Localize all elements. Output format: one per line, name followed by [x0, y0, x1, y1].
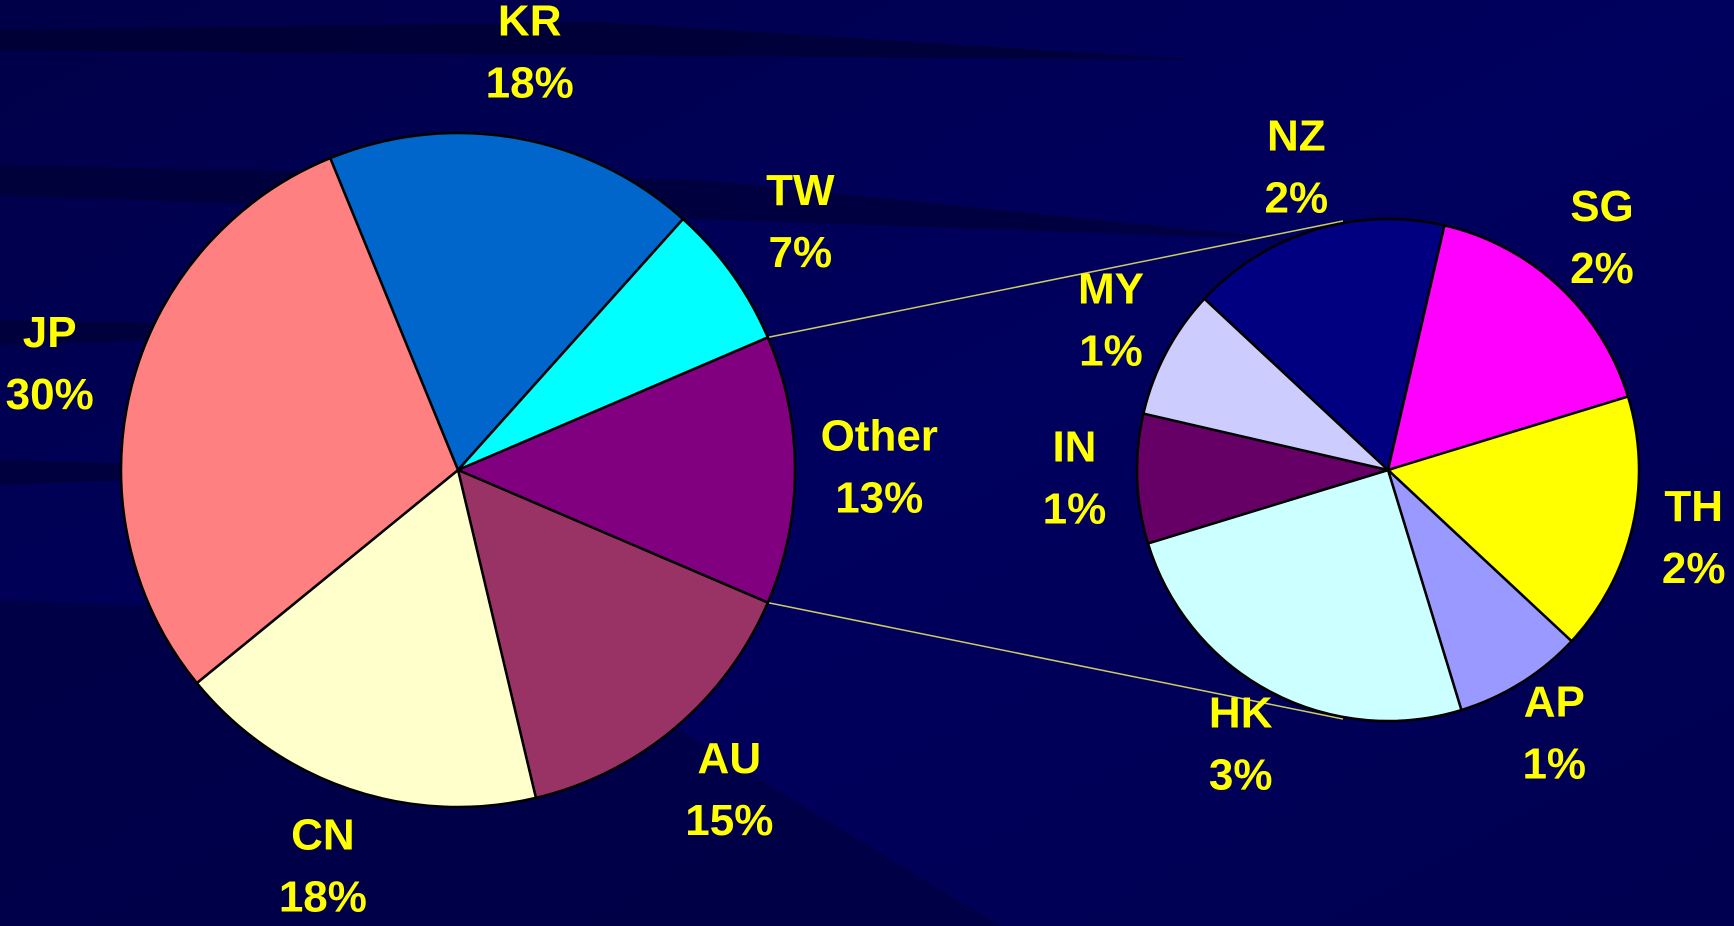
- pie-slice: [119, 156, 460, 685]
- slice-category-label: TW: [766, 166, 835, 215]
- slice-value-label: 2%: [1264, 174, 1328, 223]
- pie-slice: [1135, 412, 1393, 545]
- plot: KR 18% TW 7% Other 13% AU 15% CN 18% JP 30% NZ 2% SG 2%…: [6, 0, 1726, 922]
- pie-slice: [1385, 395, 1641, 643]
- connector-line: [767, 601, 1344, 720]
- slice-value-label: 2%: [1662, 544, 1726, 593]
- pie-slice: [1146, 468, 1463, 723]
- slice-value-label: 1%: [1522, 740, 1586, 789]
- slice-value-label: 18%: [279, 873, 367, 922]
- pie-slice: [454, 335, 797, 605]
- slice-value-label: 1%: [1079, 326, 1143, 375]
- slice-value-label: 3%: [1209, 751, 1273, 800]
- pie-slice: [457, 217, 770, 472]
- slice-category-label: AP: [1524, 678, 1585, 727]
- slice-category-label: JP: [23, 308, 77, 357]
- slice-category-label: SG: [1570, 182, 1634, 231]
- slice-category-label: AU: [698, 734, 762, 783]
- slice-value-label: 1%: [1043, 485, 1107, 534]
- slice-value-label: 13%: [835, 474, 923, 523]
- slice-category-label: MY: [1078, 264, 1144, 313]
- slice-value-label: 15%: [685, 796, 773, 845]
- slice-value-label: 18%: [486, 59, 574, 108]
- slice-value-label: 2%: [1570, 244, 1634, 293]
- pie-slice: [1141, 297, 1393, 473]
- pie-slice: [328, 131, 685, 473]
- slice-category-label: HK: [1209, 689, 1273, 738]
- connector-line: [767, 220, 1344, 339]
- slice-category-label: CN: [291, 811, 355, 860]
- slice-category-label: KR: [498, 0, 562, 46]
- pie-slice: [195, 467, 538, 809]
- pie-slice: [456, 467, 770, 800]
- slice-category-label: IN: [1052, 423, 1096, 472]
- slice-category-label: Other: [821, 412, 938, 461]
- streak: [0, 22, 1200, 60]
- pie-slice: [1202, 217, 1446, 473]
- slice-value-label: 7%: [769, 228, 833, 277]
- slice-category-label: NZ: [1267, 112, 1326, 161]
- pie-slice: [1385, 465, 1574, 712]
- pie-slice: [1386, 223, 1630, 472]
- slice-category-label: TH: [1664, 482, 1723, 531]
- slice-value-label: 30%: [6, 370, 94, 419]
